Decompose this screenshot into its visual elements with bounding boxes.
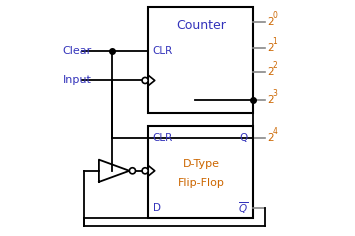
Circle shape [142,168,148,174]
Text: CLR: CLR [153,133,173,143]
Bar [148,7,252,113]
Text: 3: 3 [273,89,277,98]
Text: CLR: CLR [153,46,173,56]
Text: Input: Input [62,76,92,85]
Text: 0: 0 [273,11,277,20]
Text: 1: 1 [273,37,277,46]
Text: 2: 2 [273,61,277,70]
Text: $\overline{Q}$: $\overline{Q}$ [238,200,248,216]
Text: 2: 2 [267,17,274,27]
Text: Flip-Flop: Flip-Flop [178,177,224,188]
Circle shape [130,168,136,174]
Text: Q: Q [240,133,248,143]
Text: 2: 2 [267,133,274,143]
Text: Clear: Clear [62,46,92,56]
Bar [148,126,252,218]
Text: 2: 2 [267,43,274,53]
Text: 4: 4 [273,127,277,136]
Text: D-Type: D-Type [182,159,219,169]
Circle shape [142,77,148,84]
Text: D: D [153,203,161,213]
Text: 2: 2 [267,95,274,105]
Text: Counter: Counter [176,19,226,32]
Text: 2: 2 [267,67,274,77]
